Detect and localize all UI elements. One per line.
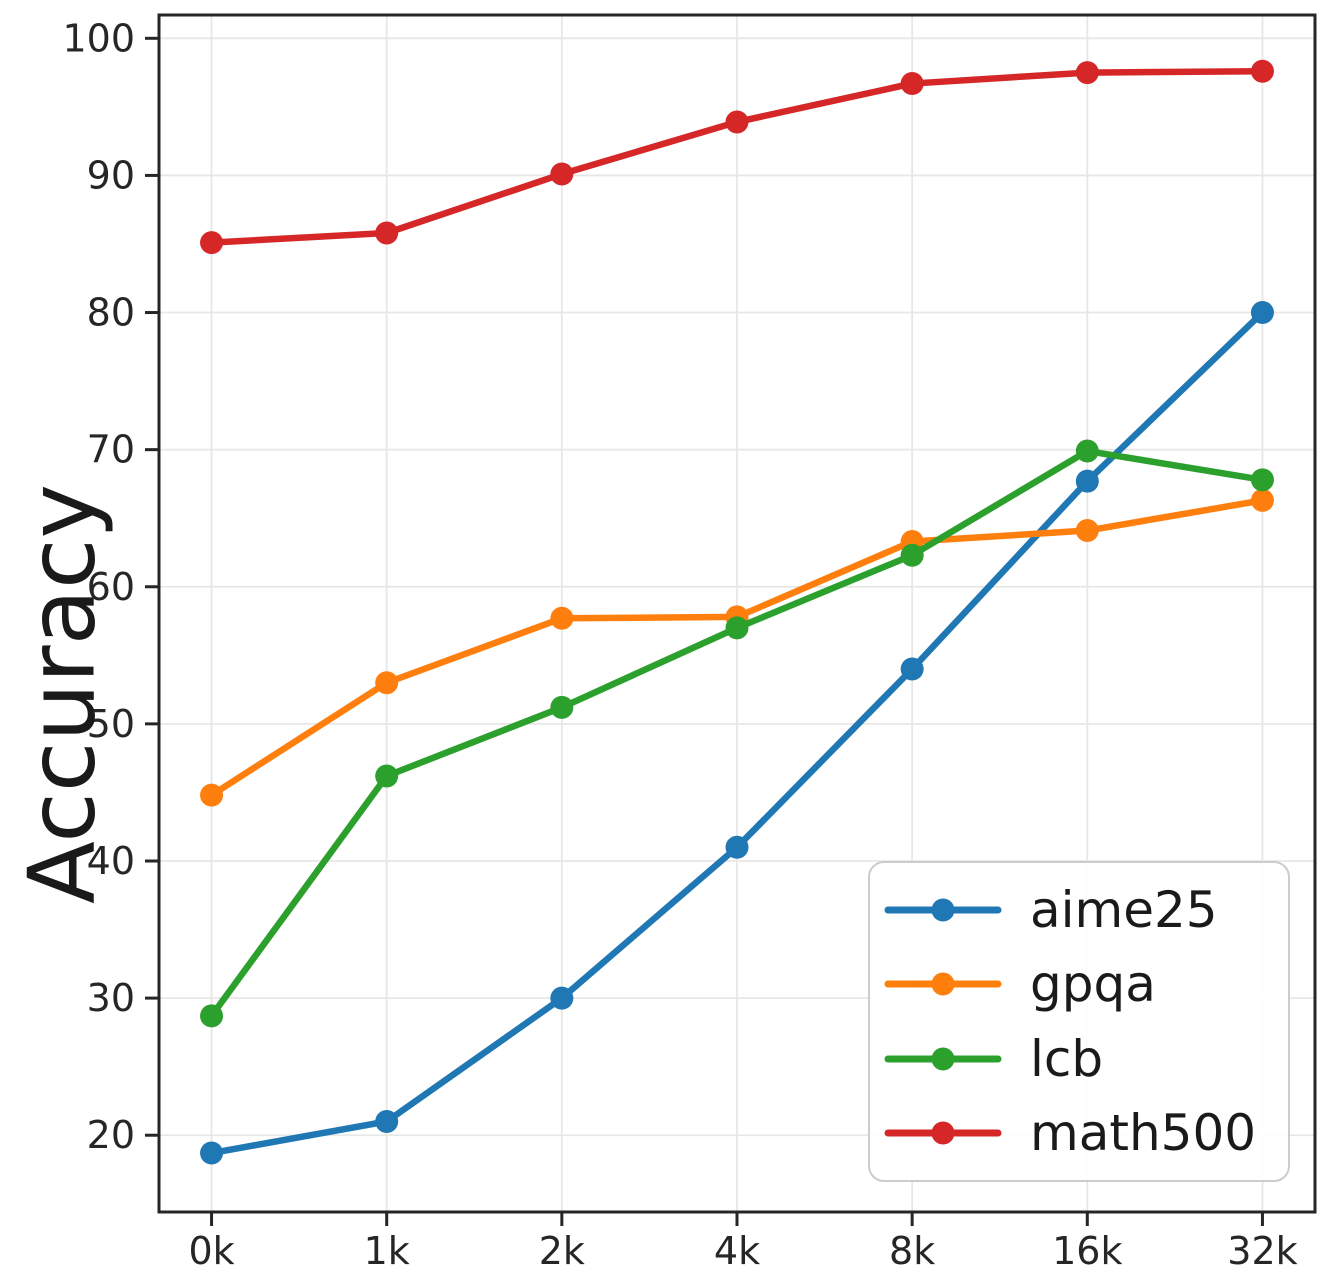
data-point [200,1141,224,1165]
data-point [375,1110,399,1134]
legend-item-aime25: aime25 [884,885,1288,935]
data-point [900,543,924,567]
data-point [1075,469,1099,493]
data-point [1075,439,1099,463]
data-point [725,110,749,134]
series-lcb [200,439,1274,1028]
data-point [900,72,924,96]
data-point [200,231,224,255]
x-tick-label: 8k [889,1229,935,1272]
y-tick-label: 80 [87,291,135,335]
data-point [550,162,574,186]
data-point [375,221,399,245]
y-tick-label: 70 [87,428,135,472]
y-tick-label: 30 [87,976,135,1020]
legend-marker [931,1047,955,1071]
x-tick-label: 32k [1227,1229,1297,1272]
legend-line-sample [884,972,1002,996]
legend-marker [931,972,955,996]
y-tick-label: 60 [87,565,135,609]
legend-item-math500: math500 [884,1108,1288,1158]
data-point [1250,488,1274,512]
legend-line-sample [884,1047,1002,1071]
legend-item-lcb: lcb [884,1034,1288,1084]
data-point [200,783,224,807]
y-tick-label: 100 [62,16,135,60]
x-tick-label: 0k [188,1229,234,1272]
data-point [725,835,749,859]
legend-marker [931,1121,955,1145]
y-tick-label: 90 [87,153,135,197]
legend-label: gpqa [1030,955,1156,1014]
series-aime25 [200,301,1274,1165]
legend-label: lcb [1030,1029,1104,1088]
legend-label: math500 [1030,1103,1257,1162]
data-point [550,695,574,719]
data-point [375,764,399,788]
y-tick-label: 20 [87,1113,135,1157]
data-point [1075,519,1099,543]
y-tick-label: 40 [87,839,135,883]
series-math500 [200,59,1274,255]
x-tick-label: 2k [539,1229,585,1272]
legend-item-gpqa: gpqa [884,959,1288,1009]
data-point [1250,59,1274,83]
data-point [200,1004,224,1028]
legend-label: aime25 [1030,881,1218,940]
x-tick-label: 1k [364,1229,410,1272]
data-point [900,657,924,681]
data-point [550,606,574,630]
legend-line-sample [884,898,1002,922]
y-axis-title: Accuracy [8,483,116,905]
data-point [1075,61,1099,85]
data-point [725,616,749,640]
data-point [550,986,574,1010]
x-tick-label: 4k [714,1229,760,1272]
data-point [375,671,399,695]
x-tick-label: 16k [1052,1229,1122,1272]
y-tick-label: 50 [87,702,135,746]
legend: aime25 gpqa lcb math500 [868,861,1290,1182]
data-point [1250,301,1274,325]
legend-marker [931,898,955,922]
legend-line-sample [884,1121,1002,1145]
data-point [1250,468,1274,492]
